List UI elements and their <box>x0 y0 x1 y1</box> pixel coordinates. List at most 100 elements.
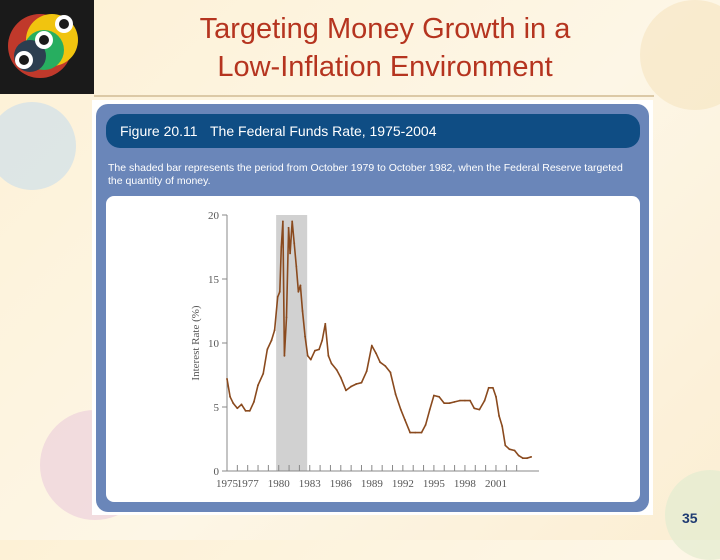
data-point <box>530 456 533 458</box>
data-point <box>280 246 283 248</box>
data-point <box>304 335 307 338</box>
data-point <box>379 361 382 364</box>
data-point <box>295 265 298 268</box>
data-point <box>297 290 300 293</box>
data-point <box>424 424 427 426</box>
data-point <box>370 344 373 347</box>
data-point <box>432 394 435 397</box>
data-point <box>498 415 500 417</box>
data-point <box>306 354 309 357</box>
data-point <box>345 389 347 392</box>
data-point <box>428 408 431 411</box>
y-tick-label: 15 <box>208 274 220 286</box>
data-point <box>278 290 281 293</box>
data-point <box>399 408 402 411</box>
data-point <box>289 252 292 255</box>
logo-image <box>4 4 90 90</box>
figure-number: Figure 20.11 <box>120 123 198 139</box>
data-point <box>453 400 456 403</box>
data-point <box>285 316 288 319</box>
y-tick-label: 10 <box>208 338 220 350</box>
data-point <box>281 220 284 223</box>
background-decoration <box>0 102 76 190</box>
data-point <box>301 310 304 312</box>
data-point <box>404 418 406 421</box>
data-point <box>350 385 353 388</box>
data-point <box>314 349 316 352</box>
data-point <box>513 449 516 452</box>
data-point <box>287 226 290 229</box>
data-point <box>375 352 377 355</box>
x-tick-label: 1983 <box>299 478 322 490</box>
figure-caption: The shaded bar represents the period fro… <box>108 162 623 187</box>
data-point <box>517 454 520 457</box>
figure-header-bar: Figure 20.11 The Federal Funds Rate, 197… <box>106 114 640 148</box>
data-point <box>365 370 368 373</box>
data-point <box>226 377 228 380</box>
data-point <box>521 457 524 460</box>
data-point <box>464 399 466 402</box>
data-point <box>240 403 243 406</box>
data-point <box>458 399 461 402</box>
data-point <box>244 409 247 412</box>
title-divider <box>94 95 654 97</box>
data-point <box>309 358 312 361</box>
series-line <box>226 220 532 460</box>
data-point <box>330 362 333 365</box>
data-point <box>438 395 440 398</box>
slide-title-line-1: Targeting Money Growth in a <box>199 13 571 45</box>
data-point <box>262 372 265 375</box>
data-point <box>409 431 412 434</box>
background-decoration <box>640 0 720 110</box>
data-point <box>360 381 363 384</box>
data-point <box>394 393 397 396</box>
data-point <box>355 383 358 385</box>
data-point <box>283 354 286 357</box>
chart-area: 0 5 10 15 20 1975 1977 1980 1983 1986 1989 1992 1995… <box>106 196 640 502</box>
figure-title: The Federal Funds Rate, 1975-2004 <box>210 123 437 139</box>
data-point <box>526 457 528 460</box>
data-point <box>327 354 330 357</box>
data-point <box>508 448 511 451</box>
data-point <box>504 444 507 447</box>
x-tick-label: 1977 <box>237 478 259 490</box>
data-point <box>389 371 392 374</box>
data-point <box>293 242 296 245</box>
data-point <box>318 348 320 351</box>
data-point <box>448 402 451 405</box>
data-point <box>248 409 251 412</box>
data-point <box>384 365 387 367</box>
data-point <box>229 395 232 398</box>
data-point <box>478 408 481 411</box>
y-axis-label: Interest Rate (%) <box>190 305 202 380</box>
y-tick-label: 5 <box>214 402 220 414</box>
data-point <box>473 407 476 410</box>
x-tick-label: 2001 <box>485 478 507 490</box>
data-point <box>291 220 294 223</box>
data-point <box>276 296 279 298</box>
logo <box>0 0 94 94</box>
x-tick-label: 1980 <box>268 478 291 490</box>
y-tick-label: 0 <box>214 466 220 478</box>
data-point <box>420 431 423 434</box>
x-tick-label: 1986 <box>330 478 353 490</box>
data-point <box>483 399 486 402</box>
data-point <box>236 407 239 410</box>
data-point <box>414 431 417 434</box>
data-point <box>321 339 324 342</box>
data-point <box>299 284 302 287</box>
page-number: 35 <box>682 510 698 526</box>
data-point <box>270 339 273 342</box>
data-point <box>495 395 497 398</box>
x-tick-label: 1989 <box>361 478 384 490</box>
data-point <box>469 399 472 402</box>
data-point <box>273 329 276 332</box>
x-tick-label: 1992 <box>392 478 414 490</box>
data-point <box>257 384 259 387</box>
data-point <box>266 348 269 351</box>
data-point <box>339 376 342 379</box>
x-tick-label: 1995 <box>423 478 446 490</box>
data-point <box>501 425 504 428</box>
x-tick-label: 1998 <box>454 478 477 490</box>
